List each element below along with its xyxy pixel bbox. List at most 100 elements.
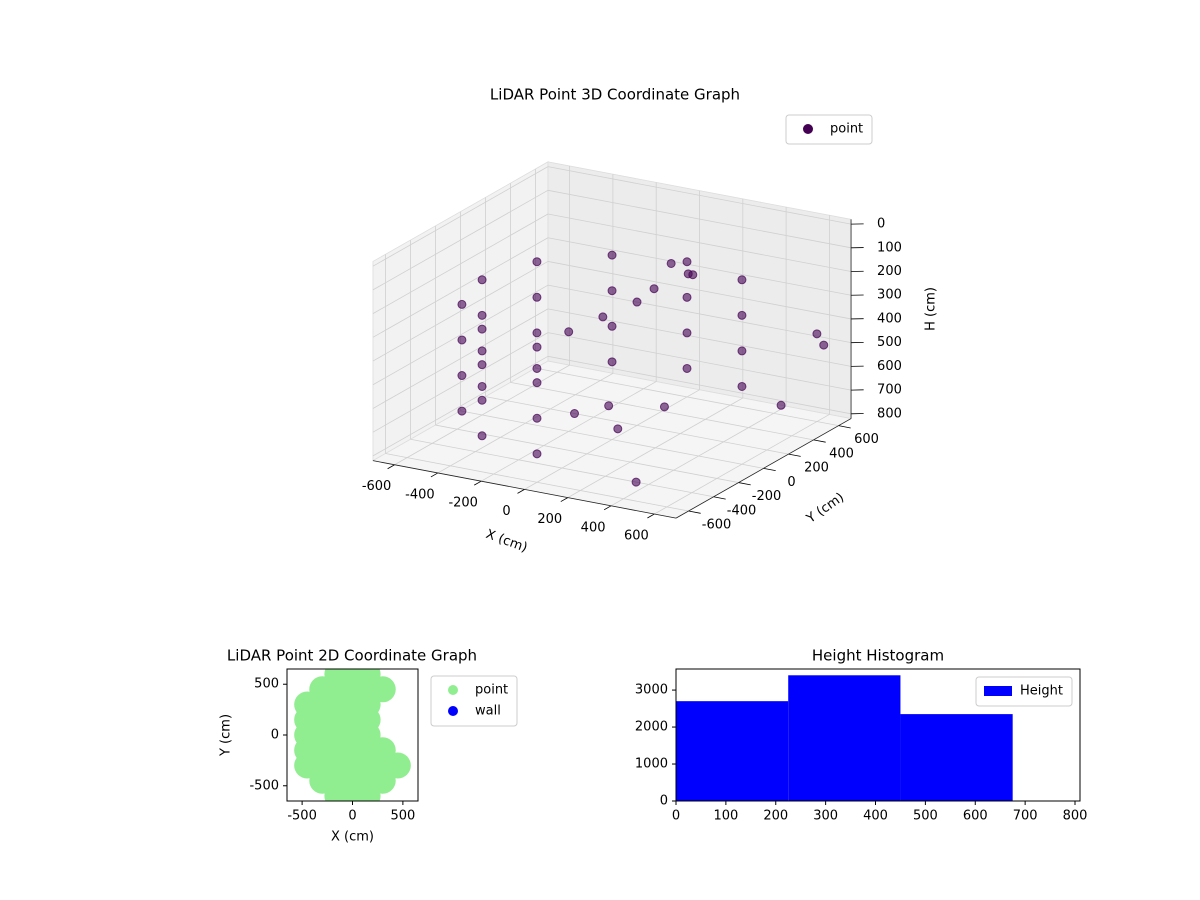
point [776, 400, 786, 410]
axis-line [372, 460, 677, 519]
grid-line [372, 237, 549, 338]
point [598, 312, 608, 322]
point [819, 340, 829, 350]
grid-line [410, 438, 714, 498]
grid-line [510, 381, 814, 441]
axes-frame [675, 668, 1081, 802]
y-tick-label: -200 [752, 489, 782, 504]
legend-label: wall [475, 704, 501, 719]
grid-line [535, 367, 839, 427]
point [477, 346, 487, 356]
point [737, 381, 747, 391]
z-tick-label: 200 [877, 264, 902, 279]
point [532, 292, 542, 302]
point [682, 257, 692, 267]
tick-mark [688, 510, 701, 514]
grid-line [372, 284, 549, 386]
legend-frame [975, 676, 1073, 707]
x-tick-label: 100 [713, 809, 738, 824]
tick-mark [713, 496, 726, 500]
grid-line [547, 332, 852, 391]
x-tick-label: 800 [1063, 809, 1088, 824]
y-tick-label: 2000 [635, 720, 668, 735]
grid-line [372, 332, 549, 433]
z-tick-label: 400 [877, 311, 902, 326]
point [477, 431, 487, 441]
bar [676, 701, 789, 801]
x-axis-label: X (cm) [331, 830, 374, 845]
tick-mark [430, 472, 439, 478]
legend-marker [448, 685, 458, 695]
legend-label: point [475, 683, 508, 698]
x-tick-label: -500 [287, 809, 317, 824]
x-tick-label: 600 [963, 809, 988, 824]
point [532, 363, 542, 373]
y-axis-label: Y (cm) [803, 490, 847, 527]
point [604, 401, 614, 411]
point [737, 346, 747, 356]
point [613, 424, 623, 434]
y-tick-label: 0 [271, 728, 279, 743]
tick-mark [603, 505, 612, 511]
grid-line [485, 396, 789, 455]
point [737, 275, 747, 285]
tick-mark [474, 480, 482, 486]
grid-line [372, 166, 549, 267]
z-tick-label: 100 [877, 240, 902, 255]
x-axis-label: X (cm) [484, 527, 530, 556]
x-tick-label: 500 [390, 809, 415, 824]
legend-marker [803, 124, 813, 134]
x-tick-label: 200 [537, 512, 562, 527]
axis-line [675, 418, 852, 519]
grid-line [547, 261, 852, 320]
y-axis-label: Y (cm) [219, 714, 234, 757]
x-tick-label: 200 [763, 809, 788, 824]
point [607, 286, 617, 296]
x-tick-label: 500 [913, 809, 938, 824]
y-tick-label: 0 [787, 475, 795, 490]
chart-title: LiDAR Point 3D Coordinate Graph [490, 86, 740, 104]
y-tick-label: 0 [660, 794, 668, 809]
y-tick-label: -600 [702, 518, 732, 533]
x-tick-label: 300 [813, 809, 838, 824]
point [457, 299, 467, 309]
tick-mark [813, 439, 826, 443]
point [532, 257, 542, 267]
x-tick-label: 700 [1013, 809, 1038, 824]
point [477, 275, 487, 285]
grid-line [547, 308, 852, 367]
point [682, 328, 692, 338]
x-tick-label: 400 [863, 809, 888, 824]
legend-label: Height [1020, 684, 1063, 699]
plot-area [294, 669, 411, 801]
point [607, 250, 617, 260]
grid-line [372, 189, 549, 291]
z-axis-label: H (cm) [924, 287, 939, 331]
grid-line [385, 453, 689, 512]
point [477, 395, 487, 405]
point [812, 329, 822, 339]
point [659, 402, 669, 412]
tick-mark [647, 513, 655, 519]
z-tick-label: 800 [877, 406, 902, 421]
tick-mark [560, 497, 568, 502]
tick-mark [788, 453, 801, 457]
point [532, 413, 542, 423]
point [682, 292, 692, 302]
point [666, 258, 676, 268]
y-tick-label: 500 [254, 677, 279, 692]
point [457, 335, 467, 345]
tick-mark [738, 482, 751, 486]
grid-line [372, 355, 549, 457]
point [477, 381, 487, 391]
legend-label: point [830, 122, 863, 137]
point [607, 357, 617, 367]
x-tick-label: 0 [672, 809, 680, 824]
x-tick-label: -200 [448, 496, 478, 511]
grid-line [372, 261, 549, 362]
point [682, 363, 692, 373]
bar [900, 714, 1013, 801]
z-tick-label: 700 [877, 383, 902, 398]
point [607, 321, 617, 331]
point [532, 378, 542, 388]
